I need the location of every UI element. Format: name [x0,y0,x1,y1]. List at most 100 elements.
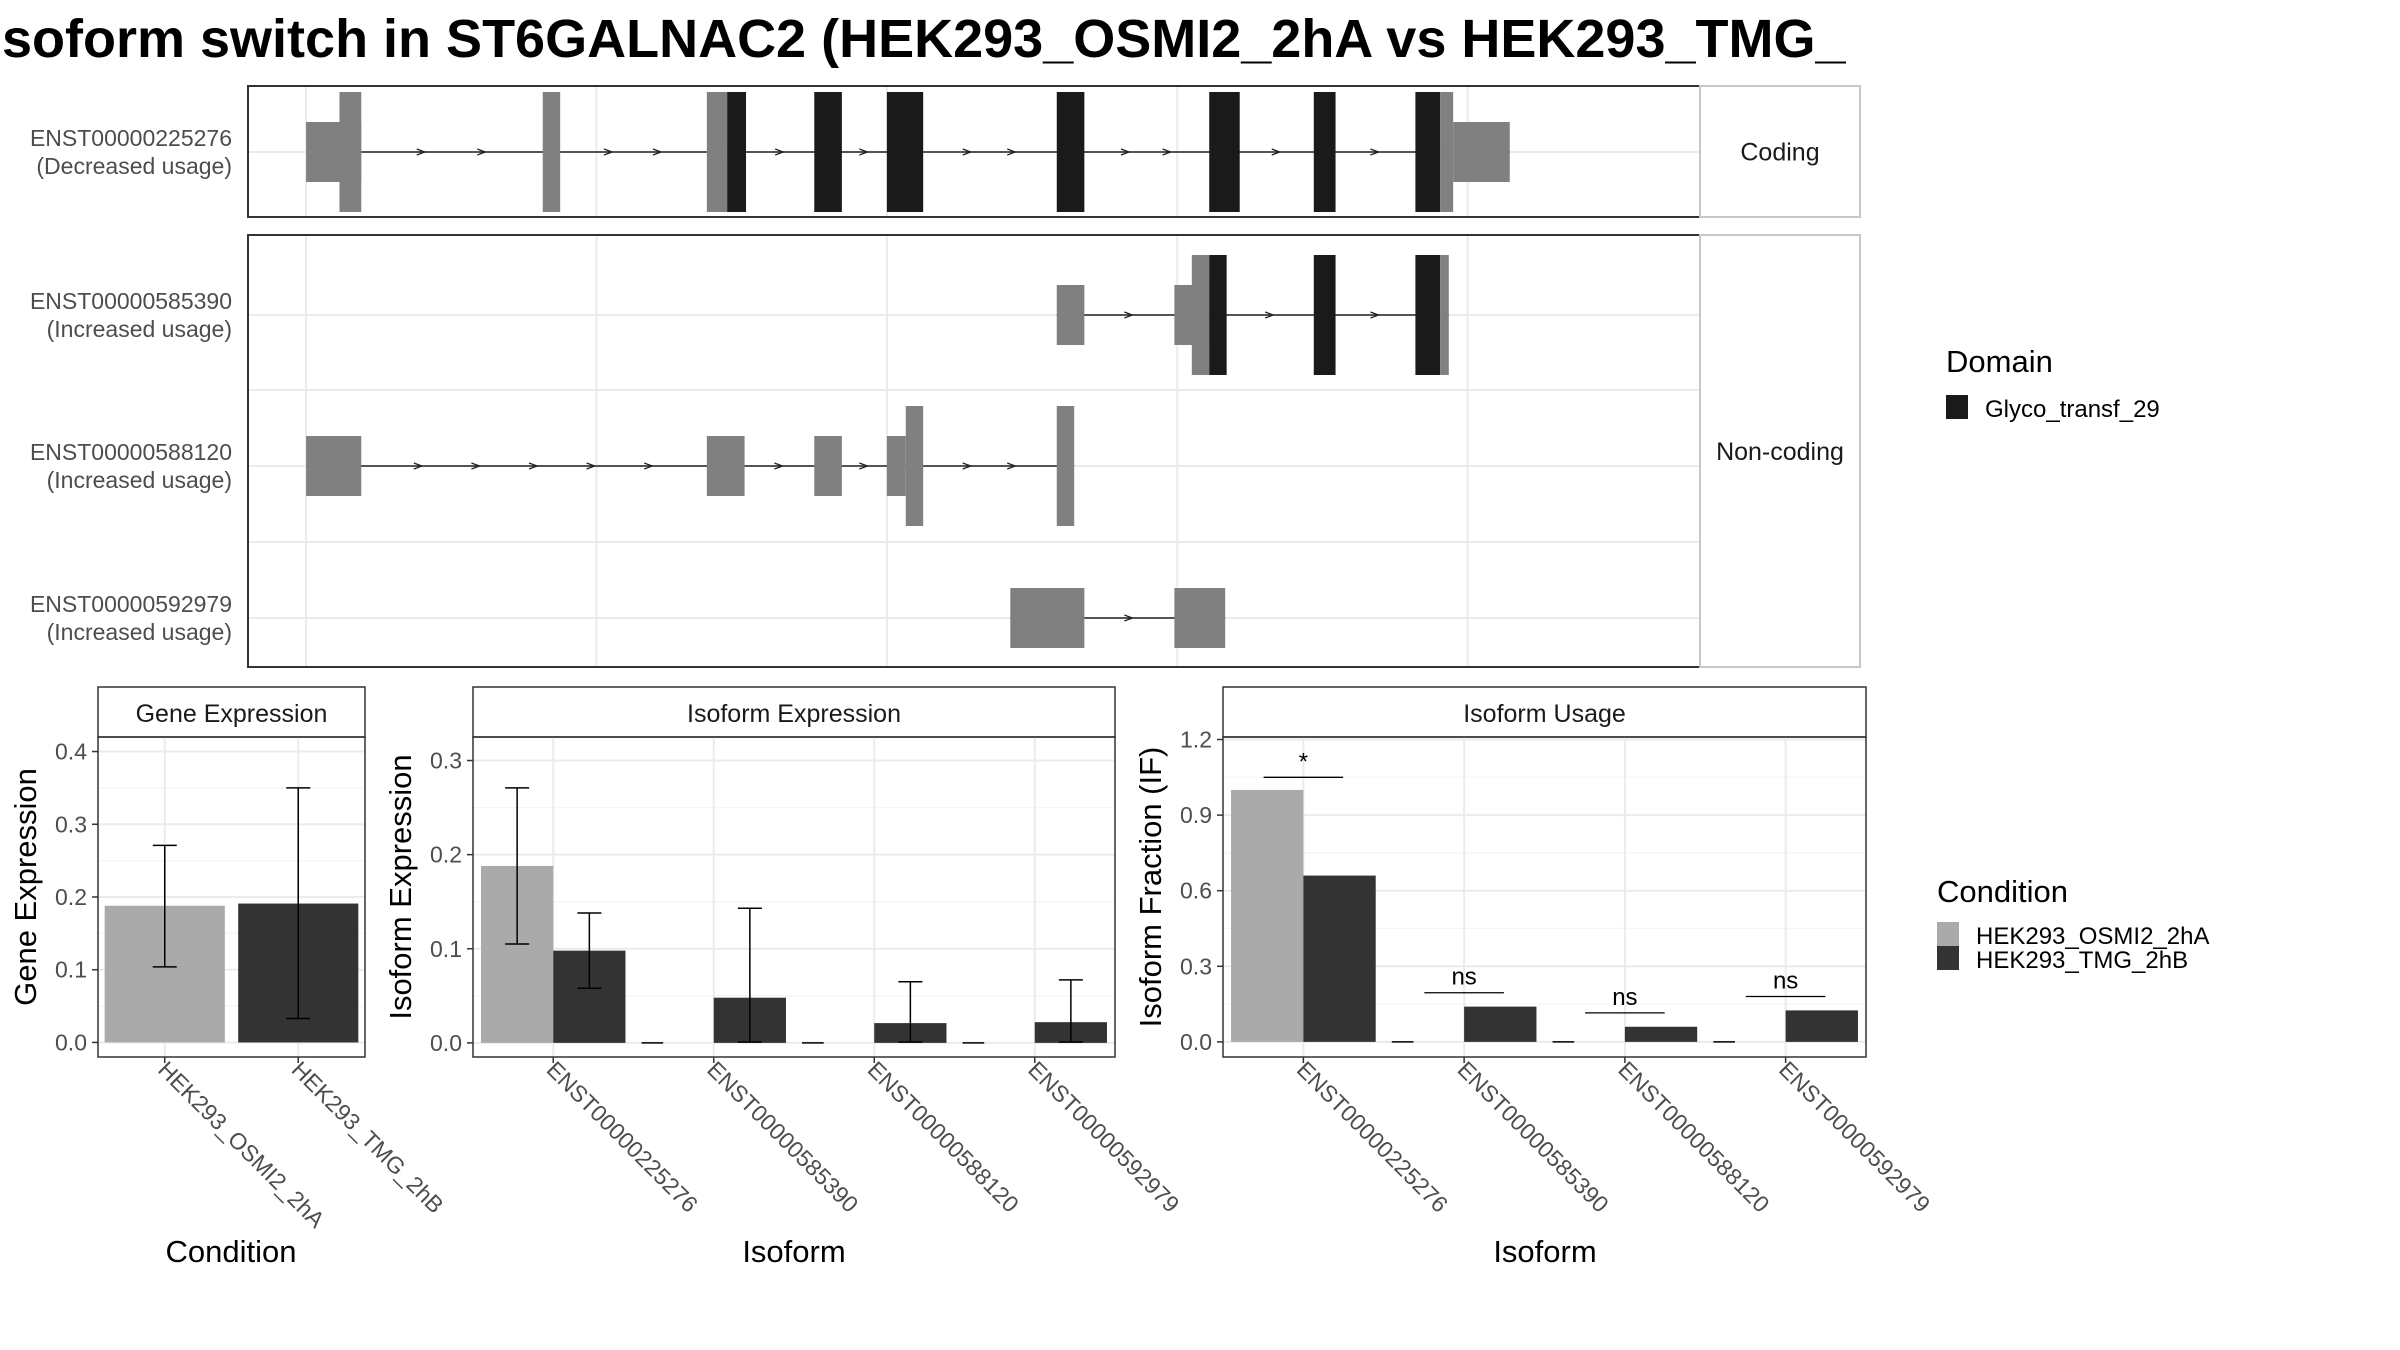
utr-block [1010,588,1085,648]
panel-strip [97,686,366,738]
domain-block [1209,92,1240,212]
y-tick-label: 0.3 [1180,953,1212,979]
utr-block [1174,588,1226,648]
condition-legend-title: Condition [1937,874,2068,909]
intron-arrow [413,462,424,470]
domain-block [1415,92,1441,212]
x-tick-label: ENST00000225276 [542,1056,703,1217]
intron-arrow [477,148,488,156]
exon-block [542,92,561,212]
intron-arrow [586,462,597,470]
y-tick-label: 0.0 [55,1029,87,1055]
isoform-usage-label: (Decreased usage) [36,153,232,179]
exon-block [1440,255,1449,375]
isoform-label: ENST00000225276 [30,125,232,151]
exon-block [706,92,728,212]
y-tick-label: 0.1 [55,957,87,983]
isoform-label: ENST00000585390 [30,288,232,314]
bar [1303,875,1376,1042]
utr-block [1056,285,1085,345]
y-tick-label: 0.3 [55,811,87,837]
bar-chart-panels: Gene Expression0.00.10.20.30.4HEK293_OSM… [8,686,1935,1269]
intron-arrow [644,462,655,470]
isoform-structure-panel: ENST00000225276(Decreased usage) ENST0000… [30,85,1861,668]
y-tick-label: 0.1 [430,936,462,962]
significance-label: ns [1612,984,1637,1011]
significance-label: * [1299,748,1308,775]
bar-panel-1: Isoform Expression 0.0 0.1 0.2 0.3 ENST000002… [383,686,1184,1269]
y-tick-label: 0.6 [1180,878,1212,904]
transcript-ENST00000592979 [1010,588,1226,648]
exon-block [1440,92,1454,212]
x-axis-title: Condition [166,1234,297,1269]
domain-block [1415,255,1441,375]
x-tick-label: HEK293_TMG_2hB [287,1056,449,1218]
isoform-usage-label: (Increased usage) [47,619,232,645]
domain-block [886,92,924,212]
intron-arrow [962,148,973,156]
condition-legend-label: HEK293_OSMI2_2hA [1976,923,2209,950]
condition-legend-key [1937,922,1959,946]
domain-block [1313,92,1336,212]
y-tick-label: 0.3 [430,748,462,774]
y-axis-title: Gene Expression [8,768,43,1006]
domain-legend-title: Domain [1946,344,2053,379]
intron-arrow [1162,148,1173,156]
panel-title: Gene Expression [136,700,328,728]
panel-strip [472,686,1116,738]
intron-arrow [603,148,614,156]
intron-arrow [962,462,973,470]
utr-block [306,436,362,496]
significance-label: ns [1773,968,1798,995]
domain-block [1209,255,1227,375]
x-tick-label: ENST00000585390 [702,1056,863,1217]
domain-legend-label: Glyco_transf_29 [1985,396,2160,423]
intron-arrow [1264,311,1276,319]
y-tick-label: 0.0 [430,1030,462,1056]
intron-arrow [774,148,786,156]
intron-arrow [1370,311,1381,319]
x-tick-label: ENST00000592979 [1774,1056,1935,1217]
intron-arrow [1007,462,1018,470]
bar [1624,1026,1698,1042]
x-tick-label: ENST00000588120 [1613,1056,1774,1217]
facet-strip [1699,234,1861,668]
intron-arrow [859,148,870,156]
intron-arrow [471,462,482,470]
intron-arrow [774,462,785,470]
domain-block [1313,255,1336,375]
utr-block [1453,122,1510,182]
x-tick-label: ENST00000588120 [863,1056,1024,1217]
domain-block [727,92,747,212]
significance-label: ns [1451,964,1476,991]
legends: Domain Glyco_transf_29 Condition HEK293_OSM… [1937,344,2209,974]
y-tick-label: 0.0 [1180,1029,1212,1055]
transcript-ENST00000588120 [306,406,1075,526]
panel-border [1222,736,1867,1058]
x-tick-label: ENST00000585390 [1453,1056,1614,1217]
panel-border [97,736,366,1058]
y-tick-label: 0.2 [430,842,462,868]
x-axis-title: Isoform [742,1234,845,1269]
y-axis-title: Isoform Expression [383,754,418,1019]
panel-title: Isoform Usage [1463,700,1626,728]
intron-arrow [528,462,539,470]
facet-strip-label: Non-coding [1716,438,1844,466]
utr-block [706,436,745,496]
intron-arrow [1120,148,1131,156]
transcript-ENST00000225276 [306,92,1510,212]
facet-strip [1699,85,1861,218]
utr-block [814,436,842,496]
intron-arrow [652,148,663,156]
bar-panel-2: Isoform Usage 0.0 0.3 0.6 0.9 1.2 * ns ns ns ENST0… [1133,686,1935,1269]
y-tick-label: 0.4 [55,739,87,765]
isoform-usage-label: (Increased usage) [47,467,232,493]
facet-strip-label: Coding [1740,139,1819,167]
bar [1785,1010,1858,1042]
intron-arrow [1124,311,1135,319]
domain-legend-key [1946,395,1968,419]
intron-arrow [1271,148,1282,156]
intron-arrow [1007,148,1018,156]
facet-panel-border [247,234,1701,668]
